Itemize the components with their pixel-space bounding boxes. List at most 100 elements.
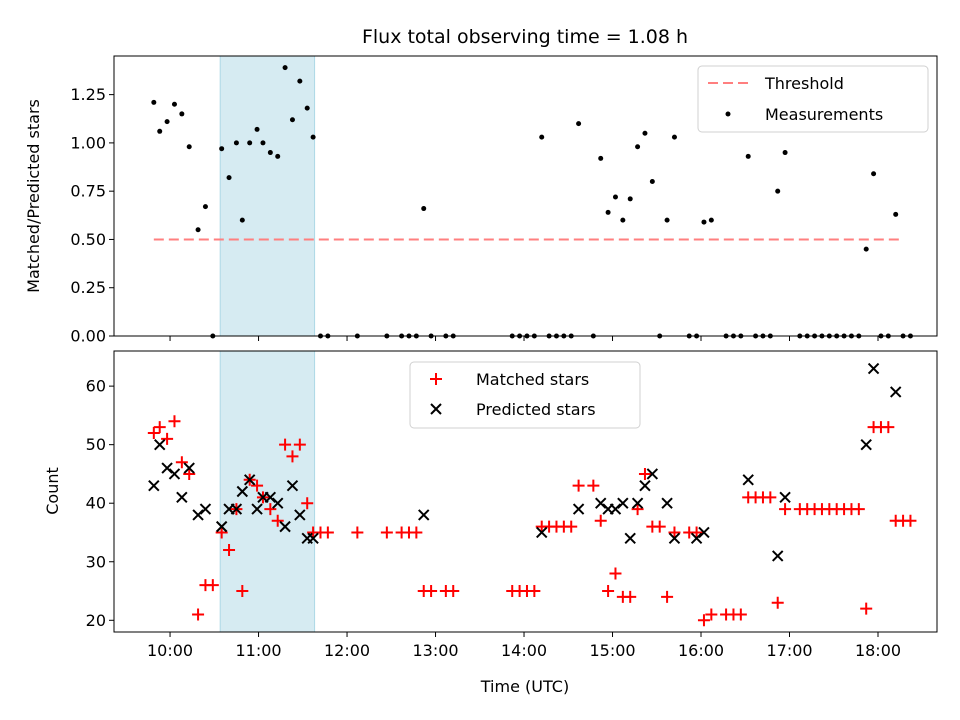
x-tick-label: 16:00 [678,641,724,660]
matched-star-point [705,608,718,621]
bottom-legend-box [409,361,641,429]
predicted-star-point [779,491,791,504]
matched-star-point [661,590,674,603]
measurement-point [219,146,225,152]
top-y-ticks: 0.00 0.25 0.50 0.75 1.00 1.25 [70,85,114,346]
matched-star-point [175,456,188,469]
matched-star-point [168,415,181,428]
measurement-point [708,217,714,223]
bottom-y-axis-label: Count [43,467,62,515]
matched-star-point [206,579,219,592]
x-tick-label: 13:00 [412,641,458,660]
x-tick-label: 14:00 [501,641,547,660]
measurement-point [195,227,201,233]
matched-star-point [764,491,777,504]
matched-star-point [380,526,393,539]
measurement-point [863,246,869,252]
measurement-point [157,128,163,134]
matched-star-point [734,608,747,621]
measurement-point [421,206,427,212]
predicted-star-point [176,491,188,504]
measurement-point [539,134,545,140]
predicted-star-point [698,526,710,539]
predicted-star-point [272,497,284,509]
top-y-tick-label: 1.00 [70,133,106,152]
observing-window-shade-bottom [219,350,316,633]
matched-star-point [594,514,607,527]
predicted-star-point [572,503,585,515]
bottom-y-tick-label: 20 [86,611,106,630]
measurement-point [671,134,677,140]
top-y-axis-label: Matched/Predicted stars [24,99,43,293]
matched-star-point [264,503,277,516]
predicted-star-point [536,526,548,539]
x-tick-label: 12:00 [324,641,370,660]
measurement-point [649,179,655,185]
predicted-star-point [199,503,212,515]
bottom-y-tick-label: 60 [86,377,106,396]
predicted-star-point [418,509,430,521]
measurement-point [576,121,582,127]
threshold-legend-label: Threshold [764,74,844,93]
measurement-point [164,119,170,125]
matched-star-point [653,520,666,533]
top-y-tick-label: 0.50 [70,230,106,249]
matched-star-point [351,526,364,539]
measurement-point [642,130,648,136]
bottom-axes-frame [113,350,938,633]
bottom-legend: Matched stars Predicted stars [409,361,641,429]
measurement-point [745,153,751,159]
predicted-star-point [243,474,256,486]
matched-star-point [852,503,865,516]
x-tick-label: 17:00 [766,641,812,660]
measurement-point [612,194,618,200]
matched-star-point [528,585,541,598]
matched-star-point [631,503,644,516]
top-title: Flux total observing time = 1.08 h [362,26,688,48]
matched-star-point [161,432,174,445]
predicted-star-point [183,462,195,474]
measurement-point [598,155,604,161]
matched-star-point [321,526,334,539]
matched-star-point [668,526,681,539]
predicted-star-point [264,491,277,504]
bottom-plot-area [147,362,917,627]
matched-star-point [192,608,205,621]
observing-window-shade-top [219,55,316,337]
matched-star-point [251,479,264,492]
predicted-star-point [215,520,228,533]
predicted-star-point [294,509,306,521]
matched-star-point [447,585,460,598]
predicted-star-point [631,497,644,509]
predicted-star-point [154,438,166,451]
measurement-point [627,196,633,202]
top-y-tick-label: 0.75 [70,182,106,201]
predicted-star-point [286,479,299,492]
measurement-point [297,78,303,84]
matched-star-point [565,520,578,533]
x-axis-label: Time (UTC) [480,677,569,696]
bottom-y-tick-label: 50 [86,435,106,454]
matched-star-point [602,585,615,598]
matched-star-point [236,585,249,598]
measurement-point [289,117,295,123]
matched-star-point [215,526,228,539]
measurement-point [635,144,641,150]
measurements-legend-label: Measurements [765,105,883,124]
measurement-point [267,150,273,156]
predicted-star-point [867,362,880,375]
predicted-star-point [624,532,636,545]
predicted-star-point [279,520,291,533]
measurement-point [202,204,208,210]
measurement-point [893,211,899,217]
top-legend: Threshold Measurements [697,65,929,133]
matched-star-point [271,514,284,527]
x-tick-label: 18:00 [855,641,901,660]
matched-star-point [293,438,306,451]
predicted-star-point [860,438,872,451]
top-y-tick-label: 0.00 [70,327,106,346]
matched-star-point [572,479,585,492]
matched-star-point [279,438,292,451]
top-legend-box [697,65,929,133]
